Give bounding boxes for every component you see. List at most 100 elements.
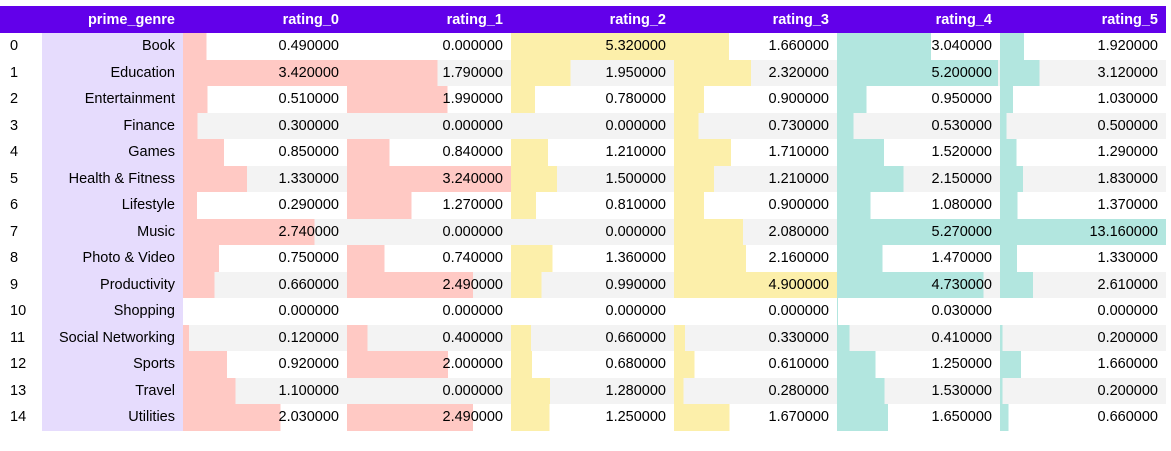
table-row: 13 Travel 1.100000 0.000000 1.280000 0.280000… [0,377,1166,405]
rating-2-cell: 1.210000 [511,139,674,166]
column-header-rating-0[interactable]: rating_0 [183,6,347,33]
rating-5-cell: 1.330000 [1000,245,1166,272]
rating-1-cell: 0.740000 [347,245,511,272]
row-index: 5 [0,165,42,193]
rating-2-cell: 1.500000 [511,165,674,193]
index-header [0,6,42,33]
rating-2-cell: 0.000000 [511,218,674,246]
row-index: 2 [0,86,42,113]
row-index: 3 [0,112,42,140]
column-header-rating-3[interactable]: rating_3 [674,6,837,33]
rating-3-cell: 0.280000 [674,377,837,405]
column-header-rating-2[interactable]: rating_2 [511,6,674,33]
rating-2-cell: 1.360000 [511,245,674,272]
table-row: 12 Sports 0.920000 2.000000 0.680000 0.610000… [0,351,1166,378]
rating-4-cell: 0.030000 [837,298,1000,325]
row-index: 8 [0,245,42,272]
table-body: 0 Book 0.490000 0.000000 5.320000 1.660000 3.0… [0,33,1166,431]
rating-0-cell: 3.420000 [183,59,347,87]
column-header-rating-5[interactable]: rating_5 [1000,6,1166,33]
rating-3-cell: 2.320000 [674,59,837,87]
genre-cell: Education [42,59,183,87]
column-header-rating-4[interactable]: rating_4 [837,6,1000,33]
rating-5-cell: 0.660000 [1000,404,1166,431]
row-index: 7 [0,218,42,246]
rating-3-cell: 2.080000 [674,218,837,246]
genre-cell: Photo & Video [42,245,183,272]
row-index: 12 [0,351,42,378]
rating-3-cell: 0.900000 [674,86,837,113]
row-index: 9 [0,271,42,299]
table-row: 14 Utilities 2.030000 2.490000 1.250000 1.670… [0,404,1166,431]
rating-0-cell: 0.850000 [183,139,347,166]
rating-1-cell: 2.490000 [347,404,511,431]
rating-4-cell: 4.730000 [837,271,1000,299]
rating-3-cell: 0.900000 [674,192,837,219]
table-row: 1 Education 3.420000 1.790000 1.950000 2.3200… [0,59,1166,87]
rating-5-cell: 1.920000 [1000,33,1166,60]
rating-5-cell: 0.500000 [1000,112,1166,140]
ratings-table: prime_genre rating_0 rating_1 rating_2 r… [0,6,1166,431]
row-index: 10 [0,298,42,325]
rating-3-cell: 1.660000 [674,33,837,60]
table-row: 9 Productivity 0.660000 2.490000 0.990000 4.9… [0,271,1166,299]
rating-0-cell: 0.750000 [183,245,347,272]
table-row: 11 Social Networking 0.120000 0.400000 0.660… [0,324,1166,352]
rating-2-cell: 0.660000 [511,324,674,352]
rating-5-cell: 1.290000 [1000,139,1166,166]
rating-5-cell: 0.200000 [1000,377,1166,405]
rating-3-cell: 4.900000 [674,271,837,299]
table-row: 10 Shopping 0.000000 0.000000 0.000000 0.0000… [0,298,1166,325]
rating-4-cell: 3.040000 [837,33,1000,60]
rating-4-cell: 1.530000 [837,377,1000,405]
rating-0-cell: 0.290000 [183,192,347,219]
rating-2-cell: 0.000000 [511,112,674,140]
rating-5-cell: 2.610000 [1000,271,1166,299]
rating-0-cell: 1.100000 [183,377,347,405]
header-row: prime_genre rating_0 rating_1 rating_2 r… [0,6,1166,33]
genre-cell: Lifestyle [42,192,183,219]
genre-cell: Health & Fitness [42,165,183,193]
rating-4-cell: 1.470000 [837,245,1000,272]
rating-2-cell: 1.250000 [511,404,674,431]
table-row: 4 Games 0.850000 0.840000 1.210000 1.710000 1.… [0,139,1166,166]
genre-cell: Music [42,218,183,246]
row-index: 14 [0,404,42,431]
row-index: 13 [0,377,42,405]
rating-4-cell: 1.080000 [837,192,1000,219]
table-row: 0 Book 0.490000 0.000000 5.320000 1.660000 3.0… [0,33,1166,60]
column-header-rating-1[interactable]: rating_1 [347,6,511,33]
rating-2-cell: 5.320000 [511,33,674,60]
rating-1-cell: 1.270000 [347,192,511,219]
rating-1-cell: 2.000000 [347,351,511,378]
genre-cell: Finance [42,112,183,140]
rating-1-cell: 3.240000 [347,165,511,193]
rating-3-cell: 1.710000 [674,139,837,166]
rating-1-cell: 0.400000 [347,324,511,352]
rating-3-cell: 2.160000 [674,245,837,272]
rating-5-cell: 13.160000 [1000,218,1166,246]
rating-4-cell: 1.650000 [837,404,1000,431]
rating-2-cell: 0.680000 [511,351,674,378]
genre-cell: Book [42,33,183,60]
rating-0-cell: 0.660000 [183,271,347,299]
genre-cell: Utilities [42,404,183,431]
genre-cell: Social Networking [42,324,183,352]
rating-1-cell: 0.840000 [347,139,511,166]
rating-4-cell: 0.950000 [837,86,1000,113]
row-index: 11 [0,324,42,352]
rating-2-cell: 0.810000 [511,192,674,219]
row-index: 1 [0,59,42,87]
genre-cell: Shopping [42,298,183,325]
row-index: 4 [0,139,42,166]
rating-0-cell: 0.000000 [183,298,347,325]
rating-2-cell: 1.950000 [511,59,674,87]
rating-5-cell: 3.120000 [1000,59,1166,87]
table-row: 3 Finance 0.300000 0.000000 0.000000 0.730000… [0,112,1166,140]
column-header-prime-genre[interactable]: prime_genre [42,6,183,33]
rating-0-cell: 0.510000 [183,86,347,113]
rating-4-cell: 2.150000 [837,165,1000,193]
genre-cell: Games [42,139,183,166]
rating-0-cell: 2.740000 [183,218,347,246]
